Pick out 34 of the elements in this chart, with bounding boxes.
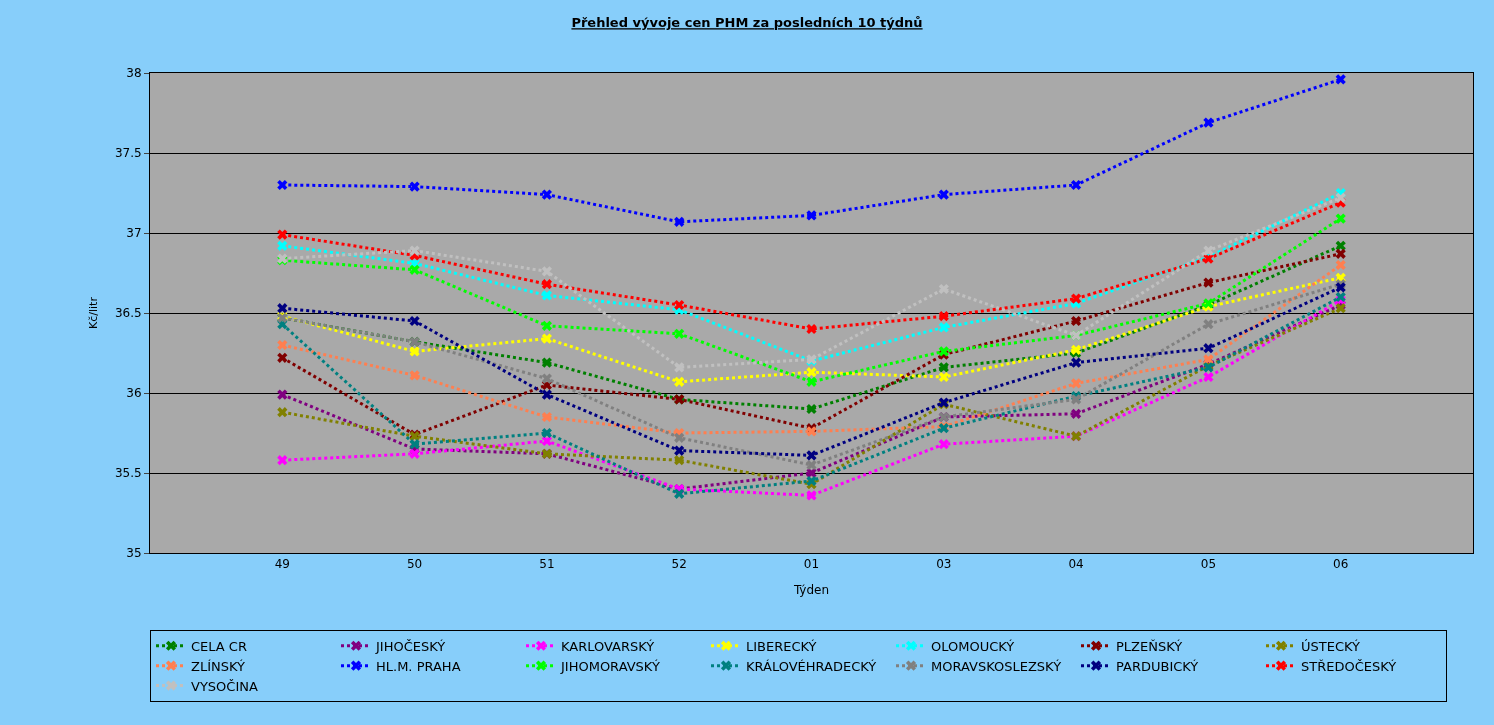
legend-label: ZLÍNSKÝ [191,658,246,674]
legend-label: HL.M. PRAHA [376,658,461,674]
y-tick-label: 36.5 [114,306,142,321]
y-tick-label: 37 [126,226,142,241]
x-tick-label: 52 [671,557,687,572]
legend-label: OLOMOUCKÝ [931,638,1015,654]
legend-label: VYSOČINA [191,678,258,694]
y-tick-label: 38 [126,66,142,81]
x-tick-label: 01 [803,557,820,572]
x-tick-label: 49 [274,557,290,572]
y-tick-label: 37.5 [114,146,142,161]
legend-label: KARLOVARSKÝ [561,638,655,654]
legend-label: PARDUBICKÝ [1116,658,1199,674]
legend-label: PLZEŇSKÝ [1116,638,1183,654]
legend-label: JIHOČESKÝ [375,638,446,654]
legend-label: CELA CR [191,638,247,654]
legend-label: STŘEDOČESKÝ [1301,658,1397,674]
x-tick-label: 06 [1333,557,1349,572]
y-tick-label: 35.5 [114,466,142,481]
legend-label: MORAVSKOSLEZSKÝ [931,658,1062,674]
x-tick-label: 04 [1068,557,1084,572]
legend-label: JIHOMORAVSKÝ [560,658,660,674]
y-tick-label: 35 [126,546,142,561]
chart-title: Přehled vývoje cen PHM za posledních 10 týdnů [571,15,923,31]
x-axis-title: Týden [792,583,830,598]
x-tick-label: 50 [406,557,423,572]
legend-label: ÚSTECKÝ [1301,638,1361,654]
legend-label: LIBERECKÝ [746,638,817,654]
x-tick-label: 51 [539,557,555,572]
x-tick-label: 03 [936,557,952,572]
x-tick-label: 05 [1200,557,1217,572]
legend-label: KRÁLOVÉHRADECKÝ [746,658,877,674]
y-tick-label: 36 [126,386,142,401]
y-axis-title: Kč/litr [86,296,100,329]
